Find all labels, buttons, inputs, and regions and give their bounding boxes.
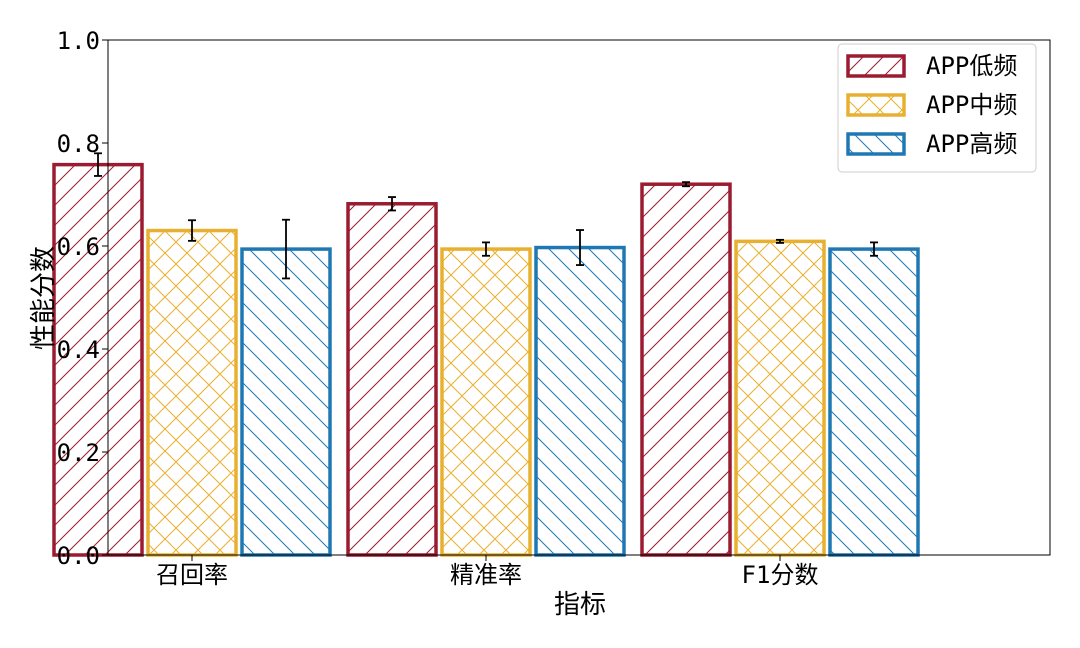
bar-3-1 xyxy=(240,247,332,557)
legend-entry-3: APP高频 xyxy=(846,130,1017,158)
y-axis-title: 性能分数 xyxy=(29,246,59,350)
error-bar-2-1 xyxy=(188,219,196,242)
error-bar-1-3 xyxy=(682,181,690,188)
y-tick-label: 0.2 xyxy=(57,439,100,467)
legend-entry-2: APP中频 xyxy=(846,91,1017,119)
bar-3-2 xyxy=(534,245,626,557)
x-axis: 召回率 精准率 F1分数 xyxy=(156,555,818,589)
bar-2-3 xyxy=(734,239,826,557)
bars-layer xyxy=(52,162,920,557)
legend-label: APP高频 xyxy=(926,130,1017,158)
legend-label: APP中频 xyxy=(926,91,1017,119)
y-tick-label: 1.0 xyxy=(57,27,100,55)
y-tick-label: 0.6 xyxy=(57,233,100,261)
y-tick-label: 0.0 xyxy=(57,542,100,570)
y-axis: 0.0 0.2 0.4 0.6 0.8 1.0 xyxy=(57,27,108,570)
legend-entry-1: APP低频 xyxy=(846,52,1017,80)
legend-swatch xyxy=(846,93,906,117)
legend-swatch xyxy=(846,132,906,156)
legend-label: APP低频 xyxy=(926,52,1017,80)
legend-swatch xyxy=(846,54,906,78)
error-bar-1-1 xyxy=(94,152,102,177)
bar-1-1 xyxy=(52,162,144,557)
y-tick-label: 0.4 xyxy=(57,336,100,364)
bar-1-2 xyxy=(346,202,438,557)
error-bar-2-2 xyxy=(482,241,490,257)
x-tick-label: F1分数 xyxy=(742,561,819,589)
x-tick-label: 召回率 xyxy=(156,561,228,589)
x-axis-title: 指标 xyxy=(554,590,606,620)
error-bar-2-3 xyxy=(776,238,784,244)
error-bar-1-2 xyxy=(388,196,396,212)
plot-frame xyxy=(107,39,1051,556)
bar-1-3 xyxy=(640,182,732,557)
error-bars-layer xyxy=(94,152,878,280)
x-tick-label: 精准率 xyxy=(450,561,522,589)
error-bar-3-2 xyxy=(576,229,584,266)
bar-2-1 xyxy=(146,228,238,557)
y-tick-label: 0.8 xyxy=(57,130,100,158)
error-bar-3-1 xyxy=(282,218,290,280)
error-bar-3-3 xyxy=(870,241,878,257)
legend: APP低频 APP中频 APP高频 xyxy=(837,43,1037,173)
bar-3-3 xyxy=(828,247,920,557)
bar-2-2 xyxy=(440,247,532,557)
